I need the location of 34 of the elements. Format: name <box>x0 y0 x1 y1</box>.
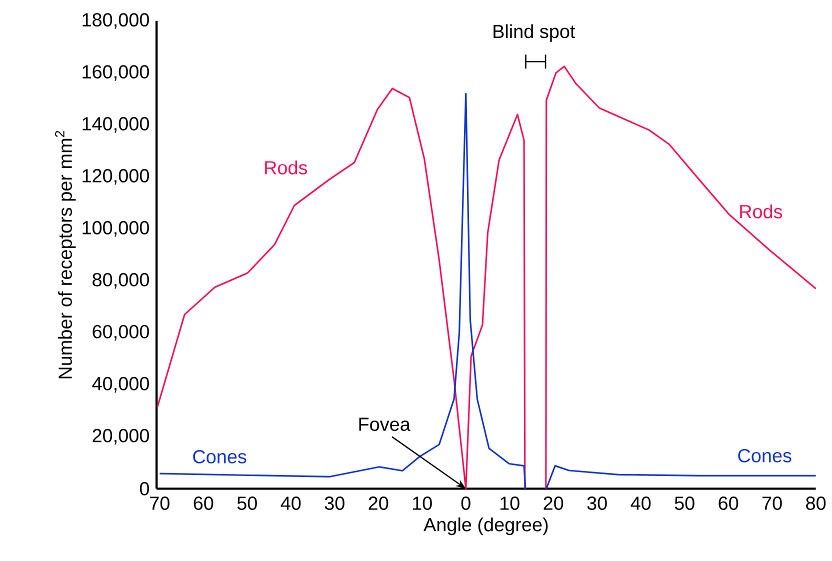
x-tick-label: 10 <box>413 496 432 510</box>
y-tick-label: 80,000 <box>92 272 149 288</box>
text: Rods <box>265 160 308 174</box>
x-tick-label: 60 <box>194 496 214 510</box>
y-tick-label: 180,000 <box>82 12 149 29</box>
y-tick-label: 140,000 <box>82 116 149 132</box>
x-tick-label: 30 <box>587 496 607 510</box>
y-axis-title: Number of receptors per mm$^{2}$ <box>55 130 76 378</box>
x-tick-label: 0 <box>461 496 470 510</box>
text: Cones <box>738 448 792 462</box>
x-tick-label: 70 <box>150 496 170 510</box>
x-axis-title: Angle (degree) <box>424 517 548 535</box>
x-tick-label: 40 <box>280 496 301 510</box>
y-tick-label: 20,000 <box>92 428 149 444</box>
y-tick-label: 160,000 <box>82 64 149 81</box>
x-tick-label: 40 <box>630 496 651 510</box>
annotation: Blind spot <box>494 24 576 42</box>
y-tick-label: 100,000 <box>82 220 149 236</box>
x-tick-label: 20 <box>368 496 388 510</box>
x-tick-label: 80 <box>806 496 826 510</box>
series-label: Rods <box>740 204 782 218</box>
y-tick-label: 60,000 <box>92 324 149 340</box>
y-tick-label: 0 <box>140 482 150 496</box>
annotation: Fovea <box>359 418 410 431</box>
x-tick-label: 50 <box>237 496 257 510</box>
x-tick-label: 20 <box>544 496 564 510</box>
x-tick-label: 30 <box>324 496 344 510</box>
y-tick-label: 120,000 <box>82 168 149 184</box>
y-tick-label: 40,000 <box>92 376 149 392</box>
x-tick-label: 70 <box>762 496 782 510</box>
x-tick-label: 50 <box>674 496 694 510</box>
x-tick-label: 60 <box>718 496 738 510</box>
x-tick-label: 10 <box>500 496 520 510</box>
series-label: Cones <box>193 450 246 464</box>
